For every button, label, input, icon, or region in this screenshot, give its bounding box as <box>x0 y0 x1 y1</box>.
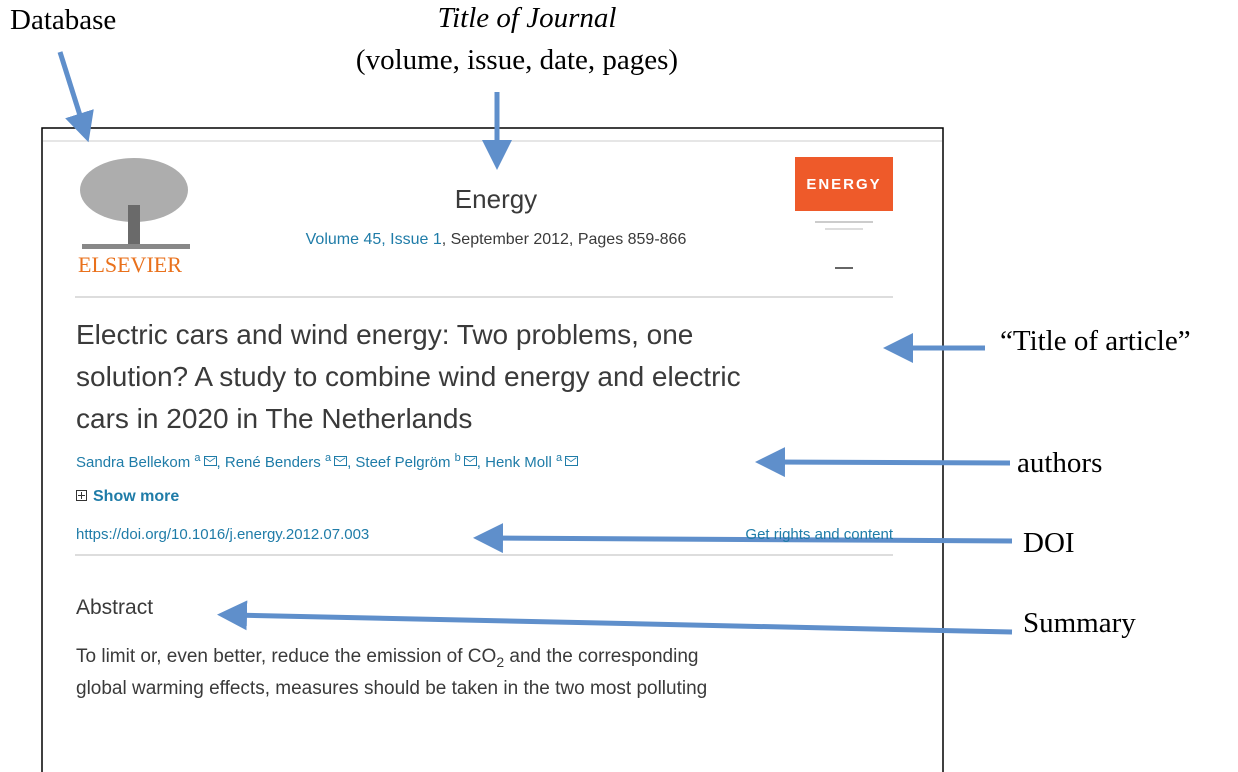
separator: , <box>347 454 356 471</box>
screenshot-frame <box>41 127 944 772</box>
subscript: 2 <box>496 653 505 670</box>
author-name[interactable]: René Benders <box>224 454 321 471</box>
arrow <box>57 51 94 143</box>
affiliation: a <box>324 452 332 464</box>
envelope-icon <box>334 456 348 466</box>
rights-link[interactable]: Get rights and content <box>745 526 893 543</box>
envelope-icon <box>565 456 579 466</box>
abstract-heading: Abstract <box>76 596 154 619</box>
journal-name: Energy <box>454 184 538 214</box>
author-name[interactable]: Steef Pelgröm <box>355 454 451 471</box>
annotation: DOI <box>1023 527 1075 559</box>
abstract-line: global warming effects, measures should … <box>76 678 708 699</box>
title-line: solution? A study to combine wind energy… <box>76 361 741 392</box>
author-name[interactable]: Sandra Bellekom <box>76 454 191 471</box>
citation-text: , September 2012, Pages 859-866 <box>441 231 687 248</box>
affiliation: a <box>555 452 563 464</box>
doi-link[interactable]: https://doi.org/10.1016/j.energy.2012.07… <box>76 526 370 543</box>
abstract-text: and the corresponding <box>504 646 699 667</box>
arrow <box>473 523 1013 554</box>
show-more[interactable]: Show more <box>76 488 179 506</box>
show-more-text: Show more <box>93 488 180 505</box>
annotation: authors <box>1017 447 1103 479</box>
annotation: Title of Journal <box>437 2 617 34</box>
annotation: Database <box>10 4 117 36</box>
citation: Volume 45, Issue 1, September 2012, Page… <box>306 231 687 249</box>
title-line: Electric cars and wind energy: Two probl… <box>76 319 694 350</box>
separator: , <box>216 454 225 471</box>
annotation: (volume, issue, date, pages) <box>355 44 679 76</box>
elsevier-logo <box>80 158 190 249</box>
envelope-icon <box>203 456 217 466</box>
affiliation: b <box>454 452 461 464</box>
arrow <box>217 600 1013 635</box>
publisher: ELSEVIER <box>78 252 182 277</box>
separator: , <box>476 454 486 471</box>
title-line: cars in 2020 in The Netherlands <box>76 403 473 434</box>
author-list: Sandra Bellekom a, René Benders a, Steef… <box>76 452 579 471</box>
annotation: “Title of article” <box>1000 325 1191 357</box>
abstract-line: To limit or, even better, reduce the emi… <box>76 646 698 670</box>
arrow <box>755 447 1011 478</box>
cover-text: ENERGY <box>806 176 882 193</box>
volume-link[interactable]: Volume 45, Issue 1 <box>305 231 442 248</box>
abstract-text: To limit or, even better, reduce the emi… <box>76 646 497 667</box>
affiliation: a <box>194 452 201 464</box>
article-title: Electric cars and wind energy: Two probl… <box>76 314 741 440</box>
annotation: Summary <box>1023 607 1136 639</box>
envelope-icon <box>463 456 477 466</box>
author-name[interactable]: Henk Moll <box>485 454 552 471</box>
journal-cover <box>795 157 893 211</box>
